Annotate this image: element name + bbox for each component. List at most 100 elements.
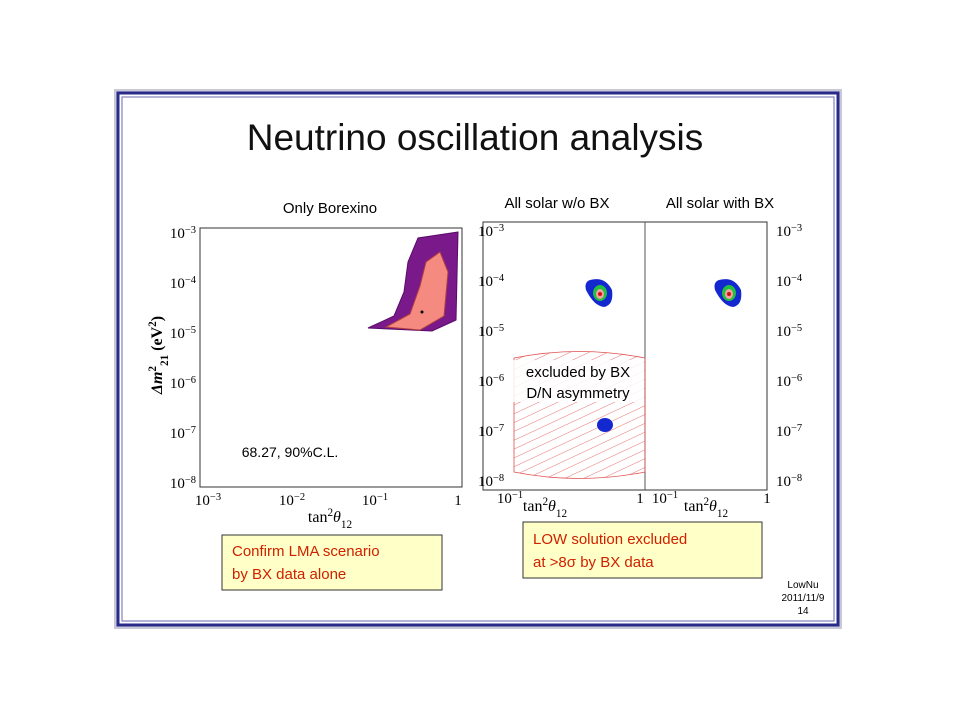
- text-part: θ: [333, 509, 341, 526]
- label-backdrop: [512, 360, 644, 402]
- x-tick-label: 10−1: [362, 492, 388, 510]
- note-box: [522, 521, 763, 579]
- contour-68: [384, 251, 449, 331]
- note-text: LOW solution excluded: [533, 531, 687, 548]
- y-tick-label: 10−5: [170, 325, 196, 343]
- y-axis-label: Δm221 (eV2): [147, 316, 171, 395]
- text-part: 12: [341, 519, 352, 531]
- y-tick-label: 10−7: [478, 423, 504, 441]
- text-part: 10: [170, 226, 185, 242]
- y-tick-label: 10−6: [170, 375, 196, 393]
- text-part: 2: [147, 366, 159, 372]
- best-fit: [420, 310, 424, 314]
- text-part: −4: [185, 275, 197, 286]
- slide-inner-frame: [121, 96, 835, 622]
- text-part: −6: [185, 375, 196, 386]
- y-tick-label: 10−3: [478, 223, 504, 241]
- text-part: −3: [210, 492, 221, 503]
- text-part: −4: [493, 273, 505, 284]
- x-tick-label: 10−1: [652, 490, 678, 508]
- text-part: −3: [493, 223, 504, 234]
- text-part: tan: [308, 509, 328, 526]
- y-tick-label: 10−8: [170, 475, 196, 493]
- annotation: excluded by BX: [526, 364, 630, 381]
- text-part: 10: [776, 374, 791, 390]
- text-part: −5: [185, 325, 196, 336]
- text-part: −7: [185, 425, 196, 436]
- footer: 2011/11/9: [781, 593, 824, 604]
- text-part: 10: [170, 276, 185, 292]
- text-part: 10: [170, 376, 185, 392]
- y-tick-label: 10−5: [776, 323, 802, 341]
- text-part: 10: [170, 326, 185, 342]
- y-tick-label: 10−7: [776, 423, 802, 441]
- text-part: 10: [195, 493, 210, 509]
- y-tick-label: 10−3: [170, 225, 196, 243]
- text-part: −3: [185, 225, 196, 236]
- text-part: 12: [717, 508, 728, 520]
- text-part: −8: [493, 473, 504, 484]
- text-part: −1: [512, 490, 523, 501]
- note-text: Confirm LMA scenario: [232, 543, 380, 560]
- text-part: −5: [791, 323, 802, 334]
- text-part: 10: [478, 224, 493, 240]
- panel-title: All solar w/o BX: [504, 195, 609, 212]
- text-part: 12: [556, 508, 567, 520]
- text-part: −7: [791, 423, 802, 434]
- text-part: tan: [523, 498, 543, 515]
- y-tick-label: 10−4: [478, 273, 505, 291]
- slide-title: Neutrino oscillation analysis: [247, 117, 704, 158]
- annotation: 68.27, 90%C.L.: [242, 444, 339, 460]
- annotation: D/N asymmetry: [526, 385, 630, 402]
- contour-low: [597, 418, 613, 432]
- text-part: 10: [279, 493, 294, 509]
- text-part: Δm: [149, 372, 166, 395]
- text-part: −8: [185, 475, 196, 486]
- text-part: 2: [327, 507, 333, 519]
- y-tick-label: 10−4: [170, 275, 197, 293]
- y-tick-label: 10−8: [776, 473, 802, 491]
- text-part: −6: [493, 373, 504, 384]
- x-tick-label: 1: [454, 493, 462, 509]
- text-part: −3: [791, 223, 802, 234]
- footer: LowNu: [787, 580, 818, 591]
- y-tick-label: 10−7: [170, 425, 196, 443]
- x-tick-label: 10−2: [279, 492, 305, 510]
- text-part: −1: [377, 492, 388, 503]
- x-tick-label: 1: [636, 491, 644, 507]
- text-part: 10: [170, 476, 185, 492]
- text-part: 10: [776, 224, 791, 240]
- text-part: 1: [763, 491, 771, 507]
- text-part: 10: [478, 324, 493, 340]
- text-part: 1: [636, 491, 644, 507]
- text-part: tan: [684, 498, 704, 515]
- text-part: 10: [170, 426, 185, 442]
- contour-lma: [585, 279, 613, 307]
- text-part: 10: [776, 324, 791, 340]
- note-text: by BX data alone: [232, 566, 346, 583]
- y-tick-label: 10−6: [478, 373, 504, 391]
- text-part: θ: [548, 498, 556, 515]
- text-part: −7: [493, 423, 504, 434]
- y-tick-label: 10−6: [776, 373, 802, 391]
- text-part: −1: [667, 490, 678, 501]
- text-part: 10: [478, 424, 493, 440]
- text-part: 1: [454, 493, 462, 509]
- panel-title: All solar with BX: [666, 195, 774, 212]
- x-tick-label: 10−1: [497, 490, 523, 508]
- x-axis-label: tan2θ12: [523, 496, 567, 520]
- text-part: 10: [652, 491, 667, 507]
- text-part: 2: [542, 496, 548, 508]
- contour-lma: [714, 279, 742, 307]
- text-part: −8: [791, 473, 802, 484]
- text-part: −6: [791, 373, 802, 384]
- text-part: 10: [478, 474, 493, 490]
- text-part: −4: [791, 273, 803, 284]
- text-part: 10: [478, 274, 493, 290]
- text-part: 10: [776, 424, 791, 440]
- plot-title: Only Borexino: [283, 200, 377, 217]
- y-tick-label: 10−5: [478, 323, 504, 341]
- text-part: ): [149, 316, 166, 321]
- text-part: 10: [362, 493, 377, 509]
